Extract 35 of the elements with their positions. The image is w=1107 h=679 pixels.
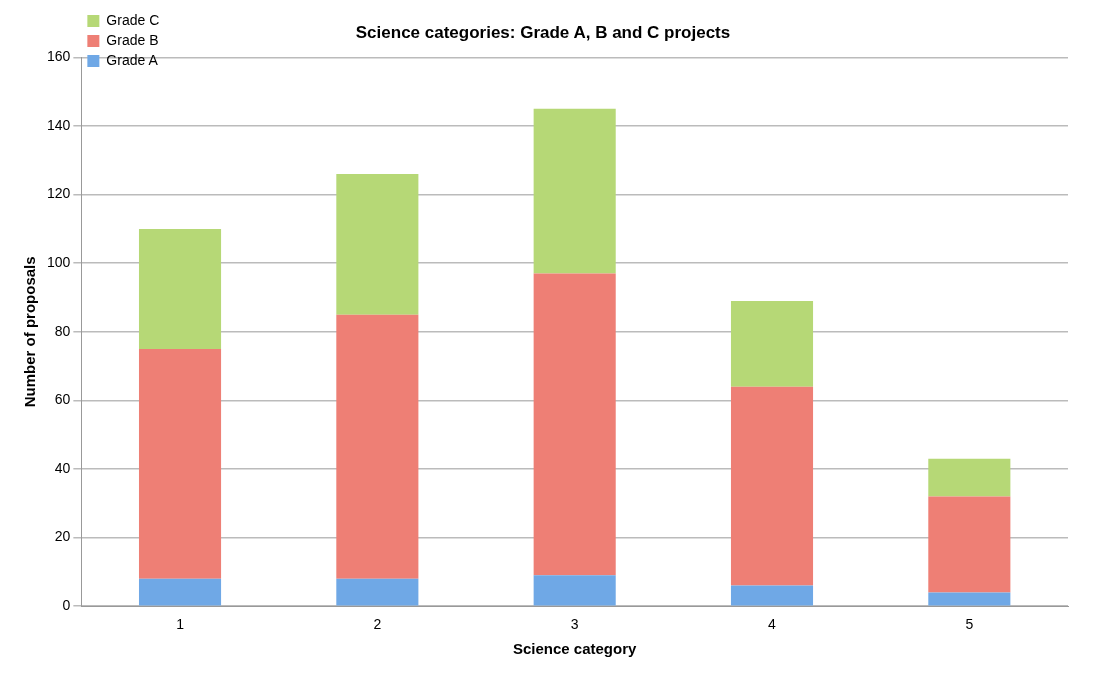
legend-label: Grade B bbox=[106, 31, 159, 48]
x-axis-title: Science category bbox=[512, 640, 638, 658]
bar bbox=[336, 174, 419, 315]
bar bbox=[730, 300, 814, 387]
x-tick-label: 3 bbox=[570, 616, 579, 633]
bar bbox=[928, 496, 1011, 593]
legend-label: Grade C bbox=[106, 11, 160, 28]
y-tick-label: 140 bbox=[47, 116, 71, 133]
x-tick-label: 1 bbox=[176, 616, 185, 633]
chart-title: Science categories: Grade A, B and C projects bbox=[355, 22, 731, 42]
bar bbox=[533, 273, 616, 576]
bar bbox=[730, 585, 814, 606]
y-tick-label: 160 bbox=[47, 48, 71, 65]
x-tick-label: 5 bbox=[965, 616, 974, 633]
bar bbox=[336, 578, 419, 606]
x-tick-label: 4 bbox=[768, 616, 777, 633]
y-tick-label: 80 bbox=[54, 322, 71, 339]
x-tick-label: 2 bbox=[373, 616, 382, 633]
y-tick-label: 60 bbox=[54, 391, 71, 408]
bar bbox=[138, 228, 222, 349]
bar bbox=[533, 108, 616, 274]
bar bbox=[336, 314, 419, 579]
y-tick-label: 40 bbox=[54, 459, 71, 476]
y-axis-title: Number of proposals bbox=[21, 256, 39, 408]
legend-label: Grade A bbox=[106, 51, 159, 68]
bar bbox=[138, 578, 222, 606]
bar bbox=[928, 592, 1011, 606]
y-tick-label: 100 bbox=[47, 254, 71, 271]
y-tick-label: 0 bbox=[62, 597, 71, 614]
y-tick-label: 20 bbox=[54, 528, 71, 545]
bar bbox=[533, 575, 616, 606]
bar bbox=[928, 458, 1011, 497]
y-tick-label: 120 bbox=[47, 185, 71, 202]
bar bbox=[730, 386, 814, 586]
bar bbox=[138, 348, 222, 579]
